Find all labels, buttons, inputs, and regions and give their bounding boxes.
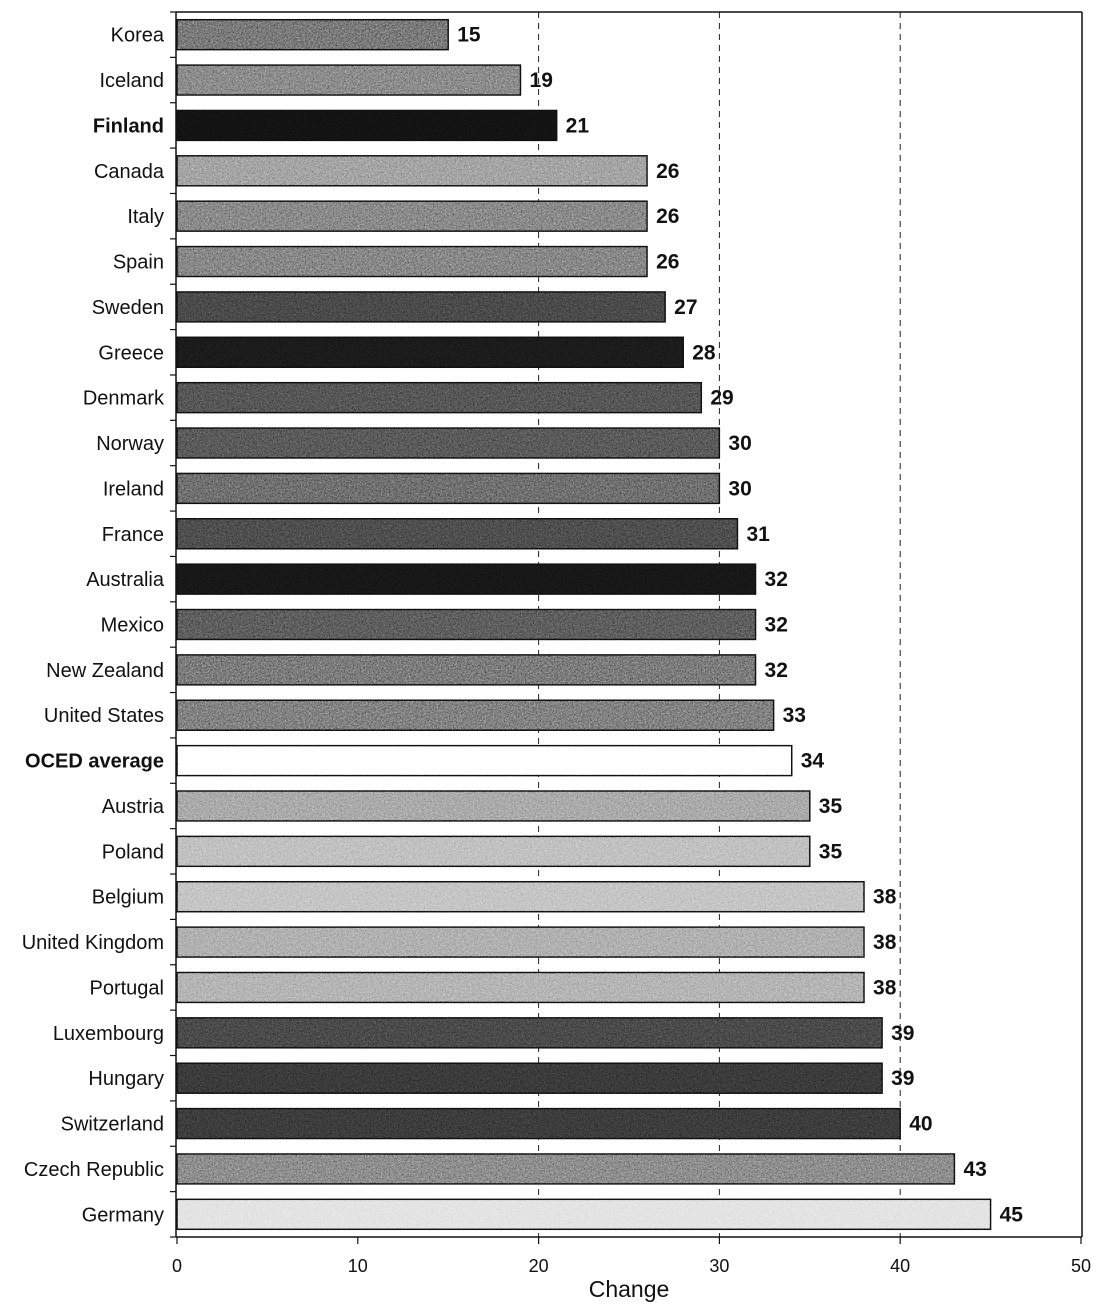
category-label-canada: Canada [94, 161, 165, 183]
data-label-poland: 35 [819, 840, 843, 863]
data-label-italy: 26 [656, 205, 679, 228]
category-label-greece: Greece [98, 342, 164, 364]
data-label-spain: 26 [656, 251, 679, 274]
x-tick-label: 20 [529, 1256, 549, 1276]
category-label-poland: Poland [102, 841, 164, 863]
category-label-australia: Australia [86, 569, 165, 591]
category-label-sweden: Sweden [92, 297, 164, 319]
data-label-switzerland: 40 [909, 1113, 932, 1136]
category-label-italy: Italy [127, 206, 164, 228]
bar-iceland [176, 64, 522, 96]
data-label-luxembourg: 39 [891, 1022, 914, 1045]
bar-austria [176, 790, 811, 822]
bar-united-states [176, 699, 775, 731]
data-label-united-kingdom: 38 [873, 931, 897, 954]
bar-switzerland [176, 1107, 901, 1140]
category-label-norway: Norway [96, 433, 164, 455]
bar-finland [176, 109, 558, 142]
data-label-france: 31 [746, 523, 770, 546]
bars [176, 18, 992, 1231]
bar-canada [176, 155, 648, 187]
data-label-korea: 15 [457, 24, 481, 47]
category-label-germany: Germany [82, 1204, 164, 1226]
data-label-portugal: 38 [873, 976, 897, 999]
x-axis-ticks: 0 10 20 30 40 50 [172, 1237, 1091, 1276]
bar-italy [176, 200, 648, 232]
data-label-oced-average: 34 [801, 750, 825, 773]
bar-poland [176, 835, 811, 868]
bar-united-kingdom [176, 926, 865, 958]
plot-frame [175, 11, 1083, 1238]
category-label-austria: Austria [102, 796, 165, 818]
bar-australia [176, 563, 757, 595]
data-label-norway: 30 [728, 432, 751, 455]
bar-germany [176, 1198, 992, 1231]
bar-new-zealand [176, 654, 757, 686]
category-label-hungary: Hungary [88, 1068, 164, 1090]
data-label-australia: 32 [765, 568, 788, 591]
x-tick-label: 0 [172, 1256, 182, 1276]
x-tick-label: 30 [709, 1256, 729, 1276]
data-label-sweden: 27 [674, 296, 697, 319]
bar-hungary [176, 1062, 883, 1094]
category-label-belgium: Belgium [92, 887, 164, 909]
category-label-switzerland: Switzerland [61, 1114, 164, 1136]
category-label-luxembourg: Luxembourg [53, 1023, 164, 1045]
category-label-ireland: Ireland [103, 478, 164, 500]
category-label-united-states: United States [44, 705, 164, 727]
data-label-denmark: 29 [710, 387, 733, 410]
bar-norway [176, 427, 721, 459]
x-tick-label: 40 [890, 1256, 910, 1276]
bar-france [176, 518, 739, 550]
bar-czech-republic [176, 1153, 956, 1185]
category-label-denmark: Denmark [83, 388, 165, 410]
y-axis-ticks [170, 11, 176, 1238]
bar-denmark [176, 381, 703, 414]
bar-belgium [176, 880, 865, 913]
data-label-greece: 28 [692, 341, 716, 364]
data-label-canada: 26 [656, 160, 679, 183]
data-label-iceland: 19 [530, 69, 553, 92]
data-label-belgium: 38 [873, 886, 897, 909]
data-labels: 15 19 21 26 26 26 27 28 29 30 30 31 32 32 32 33 34 35 35 38… [457, 24, 1023, 1227]
category-label-korea: Korea [111, 25, 165, 47]
category-label-united-kingdom: United Kingdom [22, 932, 164, 954]
category-label-oced-average: OCED average [25, 751, 164, 773]
data-label-germany: 45 [1000, 1203, 1024, 1226]
data-label-austria: 35 [819, 795, 843, 818]
data-label-hungary: 39 [891, 1067, 914, 1090]
category-label-portugal: Portugal [90, 977, 165, 999]
x-axis-title: Change [589, 1276, 670, 1302]
data-label-czech-republic: 43 [963, 1158, 986, 1181]
data-label-ireland: 30 [728, 477, 751, 500]
bar-mexico [176, 608, 757, 641]
category-label-france: France [102, 524, 164, 546]
category-label-iceland: Iceland [100, 70, 165, 92]
category-label-new-zealand: New Zealand [46, 660, 164, 682]
bar-korea [176, 18, 449, 51]
bar-greece [176, 336, 684, 369]
bar-luxembourg [176, 1017, 883, 1049]
category-label-finland: Finland [93, 115, 164, 137]
category-label-spain: Spain [113, 252, 164, 274]
x-tick-label: 10 [348, 1256, 368, 1276]
bar-ireland [176, 472, 721, 505]
bar-spain [176, 245, 648, 278]
category-label-mexico: Mexico [101, 615, 164, 637]
bar-portugal [176, 971, 865, 1004]
category-label-czech-republic: Czech Republic [24, 1159, 164, 1181]
data-label-new-zealand: 32 [765, 659, 788, 682]
category-labels: Korea Iceland Finland Canada Italy Spain Swede… [22, 25, 165, 1227]
data-label-mexico: 32 [765, 614, 788, 637]
bar-oced-average [176, 744, 793, 777]
data-label-finland: 21 [566, 114, 590, 137]
x-tick-label: 50 [1071, 1256, 1091, 1276]
data-label-united-states: 33 [783, 704, 806, 727]
bar-sweden [176, 291, 666, 323]
